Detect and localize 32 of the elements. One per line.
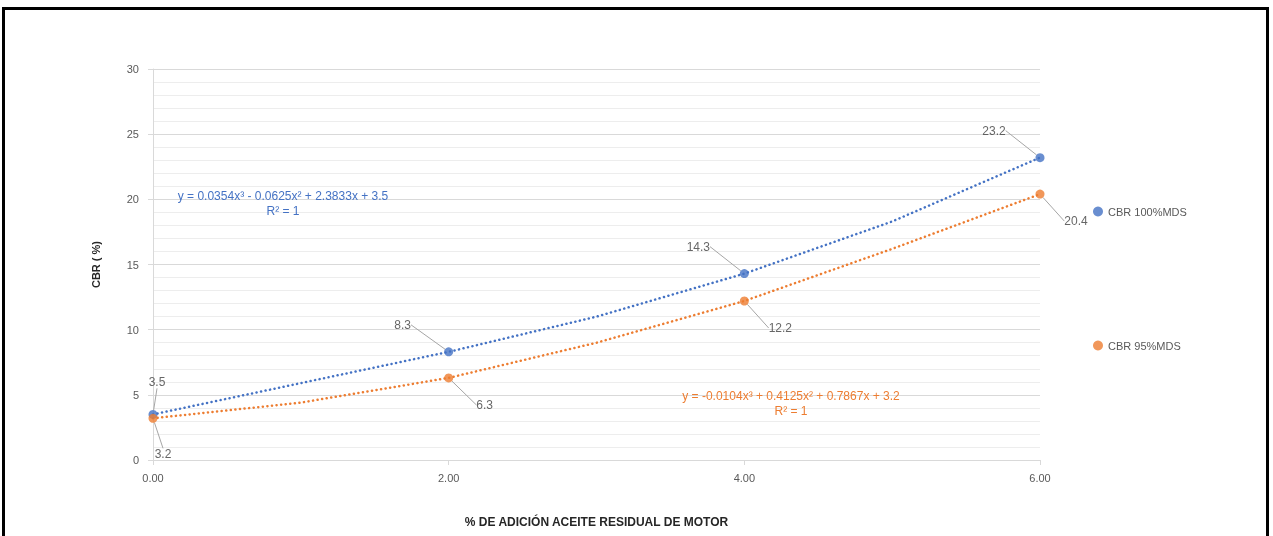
point — [444, 347, 454, 357]
point — [444, 373, 454, 383]
x-tick-label: 4.00 — [733, 471, 756, 484]
y-tick-label: 0 — [132, 454, 139, 466]
y-tick-label: 5 — [132, 388, 139, 401]
annotation: y = -0.0104x³ + 0.4125x² + 0.7867x + 3.2 R² = 1 — [682, 388, 901, 418]
data-label: 3.5 — [148, 375, 166, 390]
x-tick-label: 0.00 — [142, 471, 164, 484]
y-tick-label: 10 — [126, 323, 139, 336]
point — [739, 296, 749, 306]
x-tick-label: 2.00 — [437, 471, 460, 484]
y-tick-label: 15 — [126, 258, 139, 271]
y-tick-label: 20 — [126, 193, 139, 206]
point — [148, 413, 158, 423]
x-axis-title: % DE ADICIÓN ACEITE RESIDUAL DE MOTOR — [464, 514, 729, 529]
data-label: 12.2 — [768, 320, 793, 335]
x-tick-label: 6.00 — [1029, 471, 1051, 484]
legend-label: CBR 100%MDS — [1108, 205, 1187, 218]
y-tick-label: 25 — [126, 128, 139, 141]
data-label: 6.3 — [476, 397, 494, 412]
point — [1035, 189, 1045, 199]
point — [1035, 153, 1045, 163]
y-tick-label: 30 — [126, 63, 139, 75]
point — [739, 269, 749, 279]
data-label: 8.3 — [394, 317, 412, 332]
annotation: y = 0.0354x³ - 0.0625x² + 2.3833x + 3.5 R² = 1 — [177, 188, 389, 218]
data-label: 14.3 — [686, 239, 711, 254]
data-label: 20.4 — [1064, 214, 1088, 229]
legend-label: CBR 95%MDS — [1108, 339, 1181, 352]
data-label: 23.2 — [982, 123, 1006, 138]
y-axis-title: CBR ( %) — [89, 240, 102, 289]
data-label: 3.2 — [154, 447, 172, 462]
